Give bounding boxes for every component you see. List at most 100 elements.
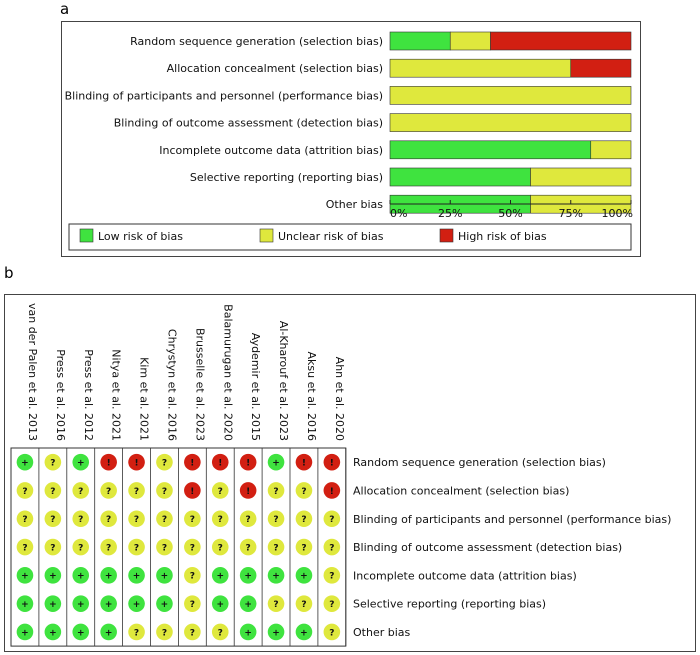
bar-category-label: Blinding of participants and personnel (…	[65, 89, 383, 102]
judgement-symbol: !	[302, 458, 306, 468]
panel-a-frame	[61, 21, 641, 257]
judgement-circle	[128, 595, 145, 612]
study-name: Chrystyn et al. 2016	[165, 329, 178, 441]
judgement-symbol: ?	[329, 515, 334, 525]
judgement-symbol: ?	[190, 543, 195, 553]
judgement-symbol: +	[49, 628, 57, 638]
judgement-symbol: +	[272, 628, 280, 638]
judgement-circle	[128, 453, 145, 471]
judgement-circle	[211, 567, 229, 584]
judgement-circle	[295, 538, 313, 556]
judgement-circle	[156, 538, 173, 556]
bar-segment-high	[490, 31, 632, 51]
judgement-symbol: +	[300, 628, 308, 638]
judgement-circle	[323, 453, 341, 471]
judgement-unclear: ?	[156, 510, 173, 528]
x-tick-label: 50%	[498, 207, 522, 220]
judgement-low: +	[44, 623, 62, 641]
judgement-unclear: ?	[156, 623, 173, 641]
judgement-unclear: ?	[128, 538, 145, 556]
judgement-unclear: ?	[156, 482, 173, 499]
judgement-circle	[100, 623, 117, 641]
judgement-symbol: ?	[273, 515, 278, 525]
judgement-symbol: ?	[162, 487, 167, 497]
judgement-low: +	[72, 623, 90, 641]
judgement-circle	[184, 453, 201, 471]
judgement-circle	[184, 538, 201, 556]
domain-label: Selective reporting (reporting bias)	[353, 598, 546, 611]
judgement-circle	[184, 595, 201, 612]
judgement-circle	[100, 482, 117, 499]
judgement-low: +	[72, 453, 90, 471]
judgement-circle	[128, 567, 145, 584]
judgement-circle	[156, 510, 173, 528]
x-tick-label: 100%	[602, 207, 633, 220]
judgement-low: +	[72, 595, 90, 612]
domain-label: Incomplete outcome data (attrition bias)	[353, 569, 577, 582]
judgement-symbol: ?	[162, 628, 167, 638]
judgement-symbol: +	[105, 572, 113, 582]
study-name: Aksu et al. 2016	[305, 352, 318, 441]
judgement-circle	[184, 510, 201, 528]
legend-label-low: Low risk of bias	[98, 230, 183, 243]
judgement-symbol: ?	[329, 600, 334, 610]
judgement-symbol: ?	[329, 628, 334, 638]
judgement-circle	[44, 453, 62, 471]
judgement-low: +	[16, 623, 34, 641]
legend-swatch-unclear	[259, 228, 274, 243]
judgement-symbol: ?	[190, 600, 195, 610]
judgement-circle	[239, 453, 257, 471]
domain-label: Other bias	[353, 626, 411, 639]
judgement-low: +	[267, 623, 285, 641]
judgement-symbol: +	[300, 572, 308, 582]
study-name: Aydemir et al. 2015	[249, 333, 262, 441]
judgement-symbol: !	[190, 487, 194, 497]
judgement-circle	[100, 453, 117, 471]
judgement-symbol: ?	[162, 515, 167, 525]
judgement-symbol: +	[105, 628, 113, 638]
bar-segment-unclear	[590, 140, 632, 160]
bar-segment-low	[389, 167, 531, 187]
judgement-unclear: ?	[211, 482, 229, 499]
judgement-symbol: ?	[190, 628, 195, 638]
bar-segment-unclear	[449, 31, 491, 51]
judgement-low: +	[267, 453, 285, 471]
judgement-symbol: +	[216, 572, 224, 582]
judgement-unclear: ?	[211, 510, 229, 528]
judgement-high: !	[184, 453, 201, 471]
judgement-symbol: +	[133, 600, 141, 610]
judgement-symbol: ?	[218, 628, 223, 638]
judgement-circle	[44, 595, 62, 612]
judgement-symbol: ?	[134, 543, 139, 553]
bar-segment-high	[570, 58, 632, 78]
bar-category-label: Random sequence generation (selection bi…	[130, 35, 383, 48]
judgement-circle	[239, 567, 257, 584]
judgement-symbol: +	[49, 600, 57, 610]
legend-swatch-low	[79, 228, 94, 243]
panel-b-letter: b	[4, 264, 14, 282]
judgement-symbol: ?	[190, 572, 195, 582]
judgement-symbol: +	[21, 572, 29, 582]
judgement-symbol: ?	[50, 543, 55, 553]
judgement-symbol: ?	[22, 515, 27, 525]
judgement-unclear: ?	[128, 510, 145, 528]
judgement-symbol: +	[21, 458, 29, 468]
judgement-symbol: ?	[106, 543, 111, 553]
judgement-high: !	[323, 453, 341, 471]
judgement-circle	[72, 510, 90, 528]
bar-category-label: Selective reporting (reporting bias)	[190, 171, 383, 184]
judgement-symbol: !	[218, 458, 222, 468]
judgement-symbol: +	[77, 458, 85, 468]
judgement-symbol: +	[161, 600, 169, 610]
judgement-unclear: ?	[44, 510, 62, 528]
bar-category-label: Incomplete outcome data (attrition bias)	[159, 144, 383, 157]
judgement-circle	[295, 595, 313, 612]
judgement-circle	[16, 482, 34, 499]
judgement-circle	[267, 567, 285, 584]
bar-category-label: Blinding of outcome assessment (detectio…	[114, 117, 383, 130]
judgement-high: !	[128, 453, 145, 471]
judgement-low: +	[100, 567, 117, 584]
judgement-symbol: +	[77, 628, 85, 638]
judgement-circle	[100, 595, 117, 612]
judgement-circle	[211, 595, 229, 612]
